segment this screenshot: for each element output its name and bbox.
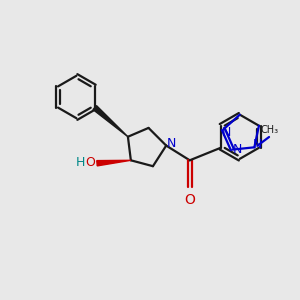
Text: N: N (233, 143, 242, 156)
Polygon shape (97, 160, 131, 166)
Text: O: O (184, 193, 195, 207)
Text: H: H (76, 156, 86, 169)
Text: N: N (253, 139, 262, 152)
Polygon shape (93, 106, 128, 137)
Text: O: O (85, 156, 95, 169)
Text: N: N (167, 137, 176, 150)
Text: N: N (222, 127, 231, 140)
Text: CH₃: CH₃ (261, 124, 279, 135)
